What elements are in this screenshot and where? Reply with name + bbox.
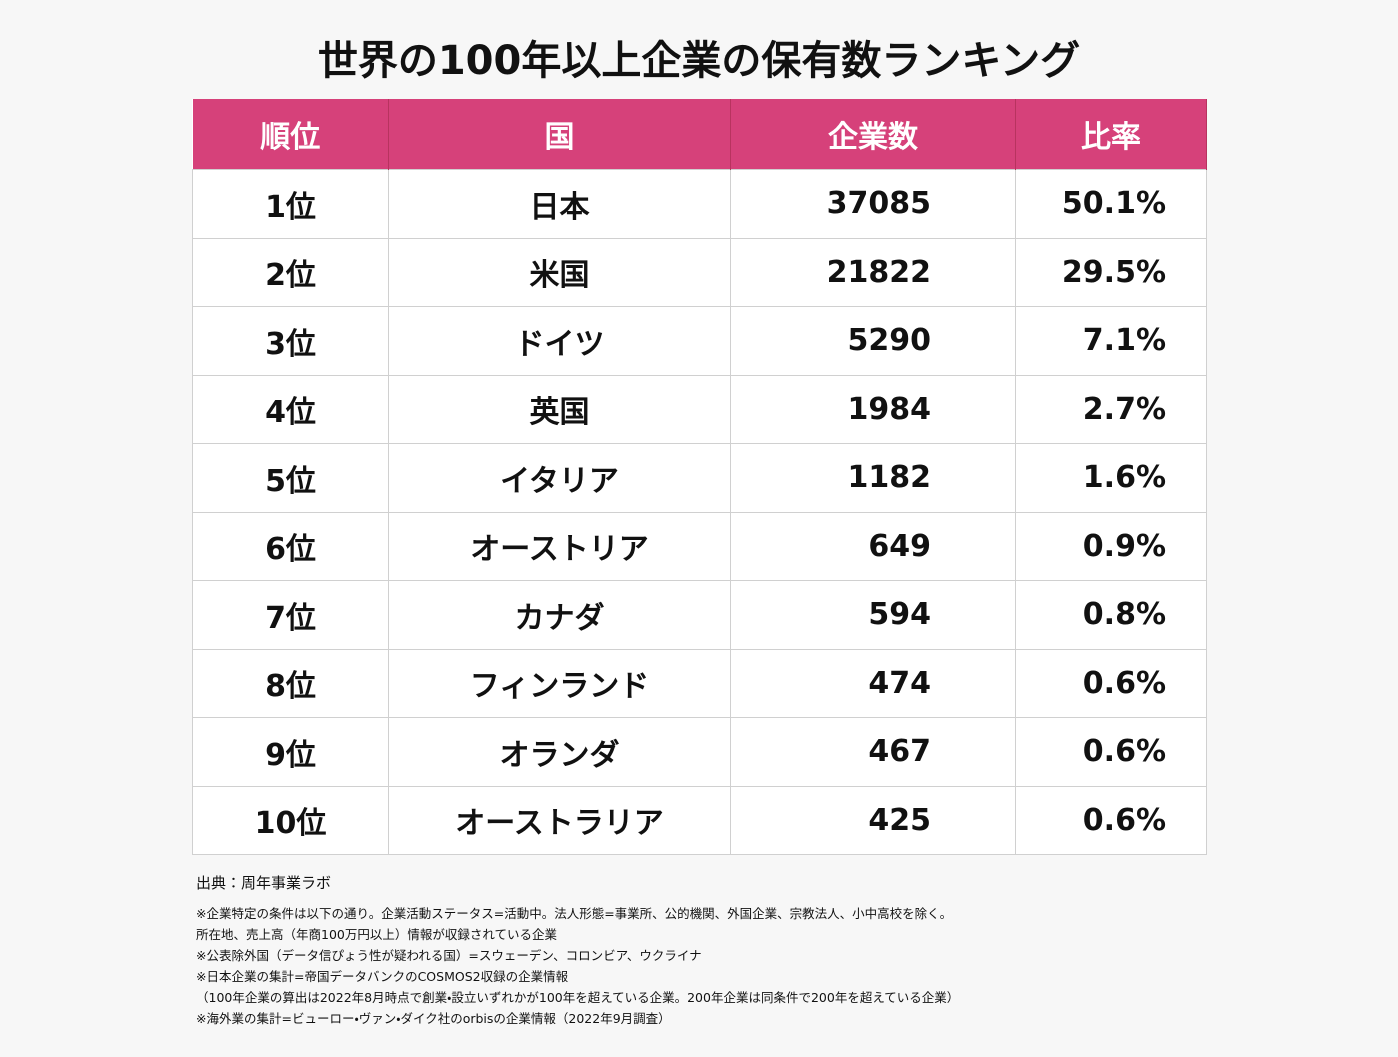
table-cell: カナダ	[388, 580, 731, 650]
table-row: 8位 フィンランド 474 0.6%	[192, 648, 1207, 718]
table-cell: ドイツ	[388, 306, 731, 376]
header-row: 順位国企業数 比率	[192, 99, 1207, 170]
table-cell: 2.7%	[1015, 374, 1207, 444]
table-cell: 4位	[192, 374, 389, 444]
note-line: ※日本企業の集計=帝国データバンクのCOSMOS2収録の企業情報	[196, 969, 569, 984]
header-cell: 順位	[192, 99, 389, 170]
table-cell: 8位	[192, 648, 389, 718]
table-cell: 1位	[192, 169, 389, 239]
table-cell: 425	[730, 785, 1016, 855]
table-cell: 5位	[192, 443, 389, 513]
table-row: 4位 英国 1984 2.7%	[192, 374, 1207, 444]
note-line: （100年企業の算出は2022年8月時点で創業・設立いずれかが100年を超えてい…	[196, 990, 960, 1005]
table-cell: 3位	[192, 306, 389, 376]
header-cell: 比率	[1015, 99, 1207, 170]
table-cell: フィンランド	[388, 648, 731, 718]
table-cell: 50.1%	[1015, 169, 1207, 239]
table-cell: 9位	[192, 717, 389, 787]
header-cell: 国	[388, 99, 731, 170]
table-row: 10位 オーストラリア 425 0.6%	[192, 785, 1207, 855]
ranking-table: 順位国企業数 比率 1位 日本 37085 50.1% 2位 米国 21822 29.5% 3位ド…	[192, 99, 1207, 855]
table-row: 1位 日本 37085 50.1%	[192, 169, 1207, 239]
table-row: 6位 オーストリア 649 0.9%	[192, 511, 1207, 581]
table-cell: 0.8%	[1015, 580, 1207, 650]
note-line: ※企業特定の条件は以下の通り。企業活動ステータス=活動中。法人形態=事業所、公的…	[196, 906, 953, 921]
table-cell: 1.6%	[1015, 443, 1207, 513]
table-body: 1位 日本 37085 50.1% 2位 米国 21822 29.5% 3位 ドイツ 5290 7.1…	[192, 169, 1207, 855]
table-cell: 0.9%	[1015, 511, 1207, 581]
note-line: ※海外業の集計=ビューロー・ヴァン・ダイク社のorbisの企業情報（2022年9…	[196, 1011, 671, 1026]
table-cell: 10位	[192, 785, 389, 855]
table-cell: 6位	[192, 511, 389, 581]
table-row: 9位 オランダ 467 0.6%	[192, 717, 1207, 787]
table-cell: 英国	[388, 374, 731, 444]
table-row: 5位 イタリア 1182 1.6%	[192, 443, 1207, 513]
source: 出典：周年事業ラボ	[196, 874, 332, 892]
notes: ※企業特定の条件は以下の通り。企業活動ステータス=活動中。法人形態=事業所、公的…	[196, 903, 959, 1029]
table-cell: 米国	[388, 237, 731, 307]
table-row: 2位 米国 21822 29.5%	[192, 237, 1207, 307]
table-cell: 1984	[730, 374, 1016, 444]
table-cell: オランダ	[388, 717, 731, 787]
table-cell: 0.6%	[1015, 717, 1207, 787]
table-cell: 7.1%	[1015, 306, 1207, 376]
table-cell: 467	[730, 717, 1016, 787]
table-cell: イタリア	[388, 443, 731, 513]
table-cell: 7位	[192, 580, 389, 650]
table-cell: 5290	[730, 306, 1016, 376]
table-cell: 29.5%	[1015, 237, 1207, 307]
title: 世界の100年以上企業の保有数ランキング	[317, 38, 1081, 84]
table-cell: 0.6%	[1015, 785, 1207, 855]
table-row: 7位 カナダ 594 0.8%	[192, 580, 1207, 650]
table-cell: 2位	[192, 237, 389, 307]
table-cell: 649	[730, 511, 1016, 581]
note-line: 所在地、売上高（年商100万円以上）情報が収録されている企業	[196, 927, 557, 942]
table-cell: 1182	[730, 443, 1016, 513]
table-cell: オーストラリア	[388, 785, 731, 855]
header-cell: 企業数	[730, 99, 1016, 170]
note-line: ※公表除外国（データ信ぴょう性が疑われる国）=スウェーデン、コロンビア、ウクライ…	[196, 948, 702, 963]
table-cell: 474	[730, 648, 1016, 718]
table-cell: 0.6%	[1015, 648, 1207, 718]
table-row: 3位 ドイツ 5290 7.1%	[192, 306, 1207, 376]
table-cell: 594	[730, 580, 1016, 650]
table-cell: 日本	[388, 169, 731, 239]
table-cell: オーストリア	[388, 511, 731, 581]
table-cell: 37085	[730, 169, 1016, 239]
table-cell: 21822	[730, 237, 1016, 307]
